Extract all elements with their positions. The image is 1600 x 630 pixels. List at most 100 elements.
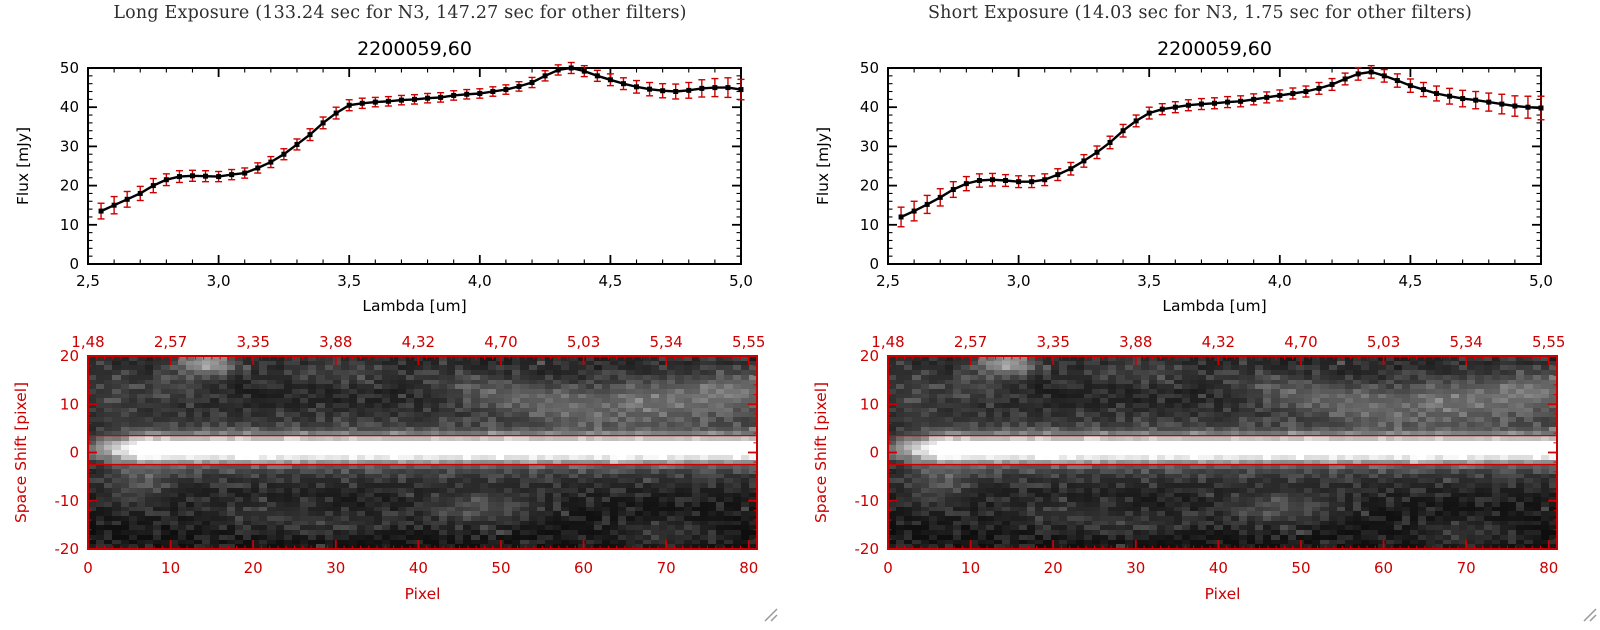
y-tick-label: 30 bbox=[860, 137, 879, 155]
spectral-image-bitmap bbox=[88, 356, 757, 549]
spectral-image-short: 0 10 20 30 40 50 60 70 80 -20 -10 0 10 20 1,48 2,57 3,35… bbox=[800, 326, 1600, 630]
panel-short-exposure: Short Exposure (14.03 sec for N3, 1.75 s… bbox=[800, 0, 1600, 630]
spectrum-plot-long: 2,5 3,0 3,5 4,0 4,5 5,0 0 10 20 30 40 50 2200059,60 L… bbox=[14, 38, 753, 315]
y-tick-label: 10 bbox=[860, 216, 879, 234]
data-point-marker bbox=[1120, 128, 1126, 134]
spectrum-plot-short: 2,5 3,0 3,5 4,0 4,5 5,0 0 10 20 30 40 50 2200059,60 L… bbox=[814, 38, 1553, 315]
data-point-marker bbox=[503, 87, 509, 93]
x-tick-label: 50 bbox=[491, 559, 510, 577]
x-tick-label: 5,0 bbox=[729, 272, 753, 290]
y-tick-label: -20 bbox=[55, 540, 80, 558]
x-tick-label: 2,5 bbox=[876, 272, 900, 290]
wavelength-label: 4,32 bbox=[1202, 333, 1235, 351]
data-point-marker bbox=[1434, 90, 1440, 96]
x-tick-label: 60 bbox=[574, 559, 593, 577]
data-point-marker bbox=[963, 181, 969, 187]
data-point-marker bbox=[1081, 158, 1087, 164]
x-tick-label: 3,0 bbox=[1007, 272, 1031, 290]
data-point-marker bbox=[1447, 93, 1453, 99]
spectral-image-bitmap bbox=[888, 356, 1557, 549]
x-tick-label: 0 bbox=[83, 559, 93, 577]
data-point-marker bbox=[425, 95, 431, 101]
data-point-marker bbox=[451, 92, 457, 98]
data-point-marker bbox=[1225, 99, 1231, 105]
data-point-marker bbox=[1290, 90, 1296, 96]
data-point-marker bbox=[607, 77, 613, 83]
data-point-marker bbox=[738, 87, 744, 93]
data-point-marker bbox=[634, 84, 640, 90]
data-point-marker bbox=[976, 178, 982, 184]
x-tick-label: 0 bbox=[883, 559, 893, 577]
data-point-marker bbox=[542, 73, 548, 79]
data-point-marker bbox=[203, 173, 209, 179]
spectral-image-long: 0 10 20 30 40 50 60 70 80 -20 -10 0 10 20 1,48 2,57 3,35… bbox=[0, 326, 800, 630]
wavelength-label: 3,88 bbox=[1119, 333, 1152, 351]
x-tick-label: 70 bbox=[657, 559, 676, 577]
data-point-marker bbox=[438, 94, 444, 100]
wavelength-label: 3,35 bbox=[236, 333, 269, 351]
data-point-marker bbox=[529, 80, 535, 86]
data-point-marker bbox=[1460, 96, 1466, 102]
data-point-marker bbox=[150, 183, 156, 189]
x-axis-title: Lambda [um] bbox=[1162, 297, 1266, 315]
y-axis-title: Flux [mJy] bbox=[814, 127, 832, 205]
x-tick-label: 10 bbox=[161, 559, 180, 577]
data-point-marker bbox=[1003, 178, 1009, 184]
data-point-marker bbox=[950, 187, 956, 193]
x-tick-label: 20 bbox=[244, 559, 263, 577]
data-point-marker bbox=[385, 98, 391, 104]
data-point-marker bbox=[242, 170, 248, 176]
data-point-marker bbox=[189, 173, 195, 179]
wavelength-label: 2,57 bbox=[954, 333, 987, 351]
data-point-marker bbox=[464, 91, 470, 97]
x-tick-label: 3,0 bbox=[207, 272, 231, 290]
panel-long-exposure: Long Exposure (133.24 sec for N3, 147.27… bbox=[0, 3, 800, 630]
resize-grip-icon[interactable] bbox=[762, 606, 778, 622]
plot-title: 2200059,60 bbox=[357, 38, 472, 60]
data-point-marker bbox=[568, 65, 574, 71]
data-point-marker bbox=[1499, 101, 1505, 107]
data-point-marker bbox=[1055, 172, 1061, 178]
data-point-marker bbox=[98, 208, 104, 214]
wavelength-label: 5,34 bbox=[649, 333, 682, 351]
image-frame bbox=[87, 355, 758, 550]
x-tick-label: 4,5 bbox=[598, 272, 622, 290]
wavelength-label: 5,55 bbox=[1532, 333, 1565, 351]
x-tick-label: 20 bbox=[1044, 559, 1063, 577]
data-point-marker bbox=[620, 81, 626, 87]
data-point-marker bbox=[412, 96, 417, 102]
data-point-marker bbox=[1159, 106, 1165, 112]
data-point-marker bbox=[1486, 99, 1492, 105]
data-point-marker bbox=[581, 68, 587, 74]
data-point-marker bbox=[594, 73, 600, 79]
spectrum-plot: 2,5 3,0 3,5 4,0 4,5 5,0 0 10 20 30 40 50 2200059,60 L… bbox=[14, 38, 753, 315]
y-tick-label: 20 bbox=[860, 347, 879, 365]
data-point-marker bbox=[1068, 166, 1074, 172]
data-point-marker bbox=[1185, 102, 1191, 108]
data-point-marker bbox=[1277, 92, 1283, 98]
data-point-marker bbox=[1133, 118, 1139, 124]
data-point-marker bbox=[516, 83, 522, 89]
data-point-marker bbox=[1198, 101, 1204, 107]
resize-grip-icon[interactable] bbox=[1581, 606, 1597, 622]
y-tick-label: 30 bbox=[60, 137, 79, 155]
x-tick-label: 80 bbox=[1539, 559, 1558, 577]
y-tick-label: 40 bbox=[60, 98, 79, 116]
wavelength-label: 5,34 bbox=[1449, 333, 1482, 351]
x-tick-label: 30 bbox=[1126, 559, 1145, 577]
plot-title: 2200059,60 bbox=[1157, 38, 1272, 60]
data-point-marker bbox=[176, 174, 182, 180]
x-tick-label: 60 bbox=[1374, 559, 1393, 577]
data-point-marker bbox=[1368, 69, 1374, 75]
wavelength-label: 3,35 bbox=[1036, 333, 1069, 351]
y-axis-title: Flux [mJy] bbox=[14, 127, 32, 205]
data-point-marker bbox=[1238, 98, 1244, 104]
data-point-marker bbox=[229, 172, 235, 178]
x-axis-title: Pixel bbox=[1205, 585, 1241, 603]
y-tick-label: -20 bbox=[855, 540, 880, 558]
wavelength-label: 4,70 bbox=[484, 333, 517, 351]
data-point-marker bbox=[1512, 103, 1518, 109]
data-point-marker bbox=[320, 120, 326, 126]
